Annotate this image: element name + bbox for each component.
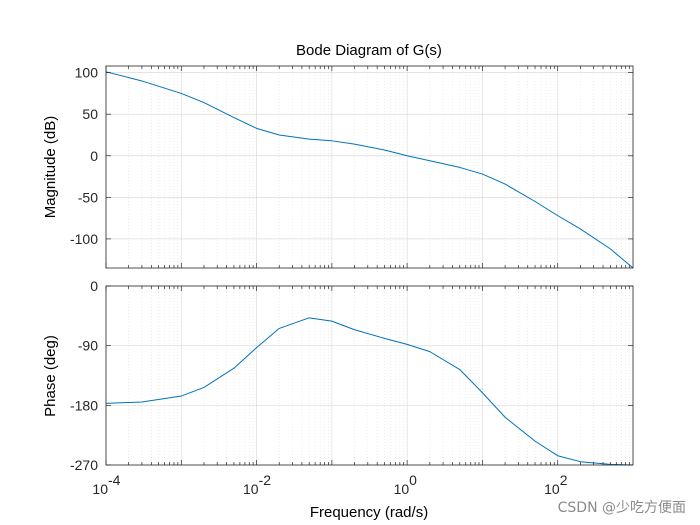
x-tick-label-exponent: 2 xyxy=(560,472,568,488)
magnitude-panel: 100 50 0 -50 -100 Magnitude (dB) xyxy=(42,65,634,269)
x-tick-label: 10-4 xyxy=(92,472,120,497)
watermark: CSDN @少吃方便面 xyxy=(557,500,686,516)
magnitude-grid xyxy=(105,66,633,268)
magnitude-ytick-labels: 100 50 0 -50 -100 xyxy=(70,65,98,247)
y-tick-label: -180 xyxy=(70,397,98,413)
magnitude-plot-area xyxy=(106,66,633,268)
y-tick-label: -90 xyxy=(78,338,98,354)
x-tick-label-exponent: 0 xyxy=(409,472,417,488)
phase-axes-box xyxy=(105,285,634,466)
y-tick-label: -50 xyxy=(78,189,98,205)
phase-line xyxy=(105,317,634,466)
y-tick-label: 100 xyxy=(75,65,99,81)
magnitude-ylabel: Magnitude (dB) xyxy=(42,116,59,219)
x-tick-label-base: 10 xyxy=(394,481,410,497)
y-tick-label: 0 xyxy=(90,278,98,294)
magnitude-ticks xyxy=(105,66,633,268)
y-tick-label: 0 xyxy=(90,148,98,164)
chart-title: Bode Diagram of G(s) xyxy=(296,42,442,59)
phase-series xyxy=(105,317,634,466)
x-tick-label-base: 10 xyxy=(544,481,560,497)
phase-ticks xyxy=(105,285,633,466)
x-tick-label-exponent: -4 xyxy=(108,472,121,488)
x-tick-label: 102 xyxy=(544,472,568,497)
x-tick-label: 100 xyxy=(394,472,418,497)
y-tick-label: -100 xyxy=(70,231,98,247)
x-tick-label-base: 10 xyxy=(92,481,108,497)
x-axis-label: Frequency (rad/s) xyxy=(310,504,428,521)
y-tick-label: -270 xyxy=(70,457,98,473)
x-tick-label: 10-2 xyxy=(243,472,271,497)
x-tick-label-base: 10 xyxy=(243,481,259,497)
phase-plot-area xyxy=(106,286,633,465)
y-tick-label: 50 xyxy=(82,106,98,122)
phase-panel: 0 -90 -180 -270 Phase (deg) xyxy=(42,278,634,473)
magnitude-axes-box xyxy=(105,65,634,269)
phase-ytick-labels: 0 -90 -180 -270 xyxy=(70,278,98,473)
x-tick-label-exponent: -2 xyxy=(259,472,272,488)
phase-ylabel: Phase (deg) xyxy=(42,335,59,417)
magnitude-line xyxy=(105,71,634,269)
magnitude-series xyxy=(105,71,634,269)
